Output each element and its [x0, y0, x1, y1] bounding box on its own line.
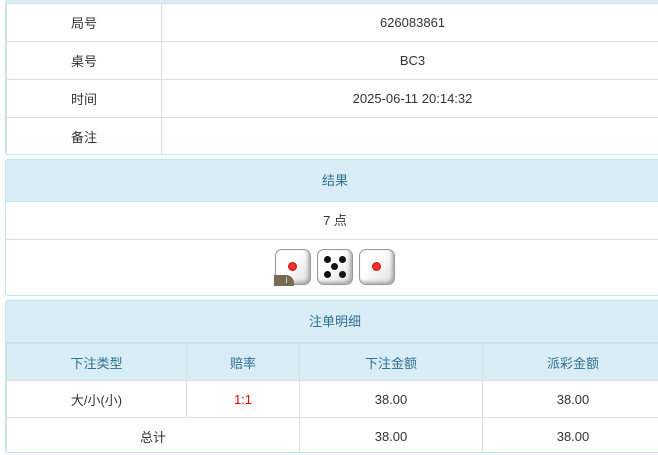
info-badge: i	[274, 275, 295, 286]
total-amount: 38.00	[299, 417, 483, 452]
info-table: 局号 626083861 桌号 BC3 时间 2025-06-11 20:14:32 …	[6, 3, 658, 154]
total-row: 总计 38.00 38.00	[6, 417, 658, 452]
label: 备注	[6, 117, 162, 154]
bets-header-row: 下注类型 赔率 下注金额 派彩金额	[6, 343, 658, 381]
round-number: 626083861	[161, 3, 658, 42]
time-value: 2025-06-11 20:14:32	[161, 79, 658, 118]
info-panel: 局号 626083861 桌号 BC3 时间 2025-06-11 20:14:32 …	[5, 0, 658, 155]
label: 桌号	[6, 41, 162, 80]
die-5-icon	[317, 249, 353, 285]
header-bet-type: 下注类型	[6, 343, 187, 381]
die-1-icon	[358, 249, 395, 285]
bets-table: 下注类型 赔率 下注金额 派彩金额 大/小(小) 1:1 38.00 38.00…	[6, 343, 658, 452]
bet-amount: 38.00	[299, 380, 483, 418]
info-row-remark: 备注	[6, 117, 658, 154]
die-1-icon: i	[274, 249, 312, 286]
result-panel: 结果 7 点 i	[5, 159, 658, 296]
bets-title: 注单明细	[6, 301, 658, 343]
table-number: BC3	[161, 41, 658, 80]
payout: 38.00	[482, 380, 658, 418]
dice-row: i	[6, 240, 658, 295]
label: 时间	[6, 79, 162, 118]
info-row-time: 时间 2025-06-11 20:14:32	[6, 79, 658, 118]
label: 局号	[6, 3, 162, 42]
info-row-table: 桌号 BC3	[6, 41, 658, 80]
remark-value	[161, 117, 658, 154]
result-points: 7 点	[6, 202, 658, 240]
header-odds: 赔率	[186, 343, 300, 381]
odds: 1:1	[186, 380, 300, 418]
total-label: 总计	[6, 417, 300, 452]
total-payout: 38.00	[482, 417, 658, 452]
info-row-round: 局号 626083861	[6, 3, 658, 42]
result-title: 结果	[6, 160, 658, 202]
bet-type: 大/小(小)	[6, 380, 187, 418]
header-amount: 下注金额	[299, 343, 483, 381]
table-row: 大/小(小) 1:1 38.00 38.00	[6, 380, 658, 418]
bets-panel: 注单明细 下注类型 赔率 下注金额 派彩金额 大/小(小) 1:1 38.00 …	[5, 300, 658, 453]
header-payout: 派彩金额	[482, 343, 658, 381]
